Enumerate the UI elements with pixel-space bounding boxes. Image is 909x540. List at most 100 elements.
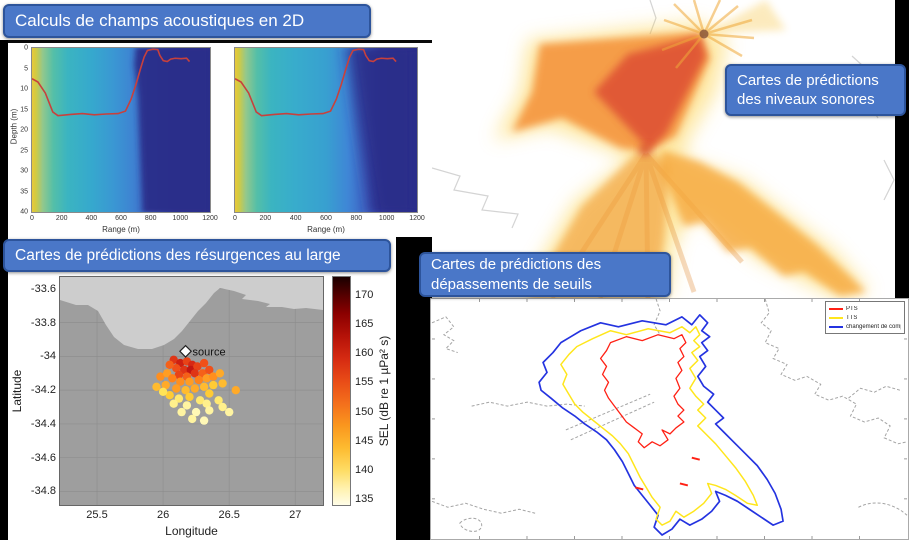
sel-point xyxy=(174,394,184,403)
pinch-hotspot xyxy=(639,144,651,156)
coastline xyxy=(431,500,536,514)
source-marker xyxy=(179,344,193,358)
sel-point xyxy=(165,360,174,369)
axis-tick-label: 1000 xyxy=(172,215,189,222)
contour-pts xyxy=(599,334,687,449)
banner-noise-levels-line2: des niveaux sonores xyxy=(737,91,875,108)
axis-tick-label: 40 xyxy=(20,208,28,216)
tl-ylabel: Depth (m) xyxy=(9,108,19,145)
axis-tick-label: 20 xyxy=(20,126,28,134)
sel-point xyxy=(161,380,170,390)
scatter-ylabel: Latitude xyxy=(10,369,24,413)
figure-threshold-map: PTS TTS changement de comportement xyxy=(430,298,909,540)
legend-line xyxy=(829,325,843,328)
scatter-xticks: 25.5 26 26.5 27 xyxy=(60,509,323,523)
axis-tick-label: 135 xyxy=(355,492,374,505)
source-marker-label: source xyxy=(193,346,226,358)
coastline xyxy=(471,401,585,407)
axis-tick-label: 30 xyxy=(20,167,28,175)
sel-colorbar-ticks: 170 165 160 155 150 145 140 135 xyxy=(355,277,385,505)
sel-point xyxy=(165,391,174,400)
legend-label: TTS xyxy=(846,314,858,321)
bathymetry-line xyxy=(32,49,190,115)
coastline xyxy=(848,385,901,399)
axis-tick-label: 165 xyxy=(355,318,374,331)
axis-tick-label: 26.5 xyxy=(218,509,240,521)
banner-noise-levels: Cartes de prédictions des niveaux sonore… xyxy=(725,64,906,116)
axis-tick-label: 155 xyxy=(355,376,374,389)
threshold-map-graphic xyxy=(431,299,908,539)
contour-pts-fragment xyxy=(691,456,700,461)
tl-plot-right xyxy=(234,47,418,213)
sel-point xyxy=(182,401,192,410)
sel-point xyxy=(185,377,194,386)
tl-left-xticks: 0 200 400 600 800 1000 1200 xyxy=(30,215,218,225)
axis-tick-label: 170 xyxy=(355,289,374,301)
sel-point xyxy=(152,382,161,391)
tl-plot-left xyxy=(31,47,211,213)
tl-left-yticks: 0 5 10 15 20 25 30 35 40 xyxy=(12,44,28,216)
sel-point xyxy=(195,396,205,405)
sel-point xyxy=(172,384,181,393)
sel-point xyxy=(215,369,225,378)
axis-tick-label: 0 xyxy=(30,215,34,222)
sel-point xyxy=(181,386,190,395)
contour-pts-fragment xyxy=(679,482,689,487)
axis-tick-label: 26 xyxy=(156,509,170,521)
noise-map-graphic xyxy=(432,0,895,300)
sel-point xyxy=(214,396,223,405)
axis-tick-label: 1000 xyxy=(378,215,395,222)
sel-point xyxy=(202,374,211,383)
axis-tick-label: 1200 xyxy=(409,215,425,222)
coastline xyxy=(858,502,908,516)
coastline xyxy=(565,393,651,431)
bathymetry-line xyxy=(235,49,396,115)
figure-resurgence-scatter: source -33.6 -33.8 -34 -34.2 -34.4 -34.6 -34.8… xyxy=(8,258,396,540)
axis-tick-label: 0 xyxy=(233,215,237,222)
tl-right-xlabel: Range (m) xyxy=(307,225,345,234)
figure-top-border xyxy=(8,40,482,43)
sel-point xyxy=(202,399,211,408)
sel-point xyxy=(218,402,227,412)
axis-tick-label: 200 xyxy=(259,215,272,222)
axis-tick-label: 800 xyxy=(144,215,157,222)
sel-point xyxy=(218,379,227,388)
sel-point xyxy=(193,362,202,371)
sel-point xyxy=(188,414,197,424)
axis-tick-label: 10 xyxy=(20,85,28,93)
legend-item: changement de comportement xyxy=(829,322,901,331)
figure-transmission-loss: 110100908070605040302010 Transmission Lo… xyxy=(8,0,482,237)
axis-tick-label: -34.2 xyxy=(30,384,56,397)
sel-point xyxy=(199,382,209,391)
coastline xyxy=(570,401,655,441)
sel-point xyxy=(162,369,172,378)
axis-tick-label: 200 xyxy=(55,215,68,222)
sel-point xyxy=(190,384,199,393)
axis-tick-label: 0 xyxy=(24,44,28,52)
axis-tick-label: 400 xyxy=(289,215,302,222)
legend-item: PTS xyxy=(829,304,901,313)
sel-point xyxy=(176,377,185,386)
sel-point xyxy=(205,406,214,415)
legend-label: changement de comportement xyxy=(846,323,901,330)
sel-point xyxy=(156,372,165,381)
sel-point xyxy=(209,372,218,381)
figure-noise-map xyxy=(432,0,895,300)
sel-point xyxy=(185,392,194,402)
contour-behaviour xyxy=(538,314,784,536)
axis-tick-label: 25.5 xyxy=(86,509,108,521)
noise-wing xyxy=(660,150,866,296)
sel-point xyxy=(199,416,209,425)
banner-resurgences: Cartes de prédictions des résurgences au… xyxy=(3,239,391,272)
coastline xyxy=(431,316,458,354)
coastline xyxy=(760,299,908,445)
sel-point xyxy=(180,365,189,375)
banner-thresholds-line2: dépassements de seuils xyxy=(431,275,592,293)
sel-point xyxy=(199,358,209,368)
banner-resurgences-text: Cartes de prédictions des résurgences au… xyxy=(15,246,341,264)
axis-tick-label: 27 xyxy=(289,509,302,521)
background-gap-left xyxy=(0,40,8,540)
banner-acoustic-2d-text: Calculs de champs acoustiques en 2D xyxy=(15,11,305,30)
sel-point xyxy=(172,364,181,373)
axis-tick-label: 145 xyxy=(355,434,374,447)
